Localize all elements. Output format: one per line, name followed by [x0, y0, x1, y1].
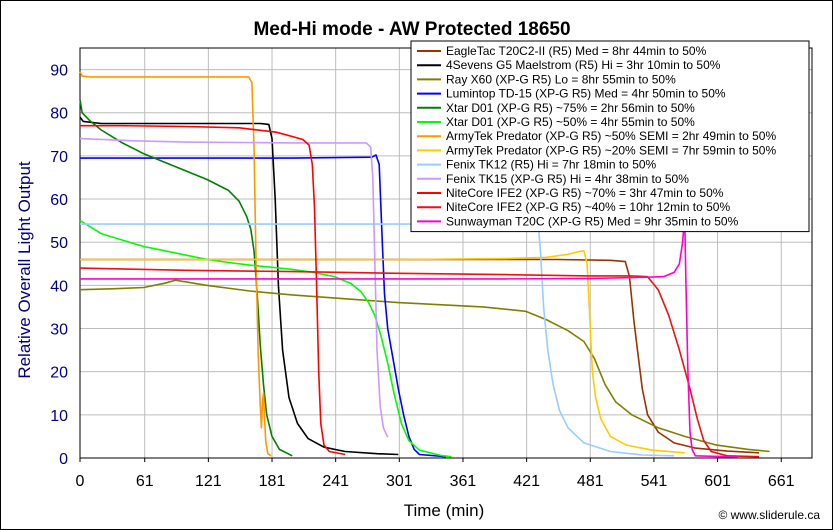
legend-entry: EagleTac T20C2-II (R5) Med = 8hr 44min t… [446, 44, 707, 58]
series-line-4 [80, 154, 447, 458]
y-tick-label: 20 [50, 365, 68, 382]
y-tick-label: 10 [50, 408, 68, 425]
y-tick-label: 50 [50, 235, 68, 252]
series-line-6 [79, 219, 452, 458]
chart-title: Med-Hi mode - AW Protected 18650 [253, 19, 570, 40]
legend-entry: Xtar D01 (XP-G R5) ~75% = 2hr 56min to 5… [446, 101, 695, 115]
legend-box [410, 40, 810, 233]
x-axis-label: Time (min) [404, 501, 485, 520]
series-lines [79, 71, 770, 458]
legend-entry: ArmyTek Predator (XP-G R5) ~20% SEMI = 7… [446, 143, 776, 157]
legend-entry: Xtar D01 (XP-G R5) ~50% = 4hr 55min to 5… [446, 115, 695, 129]
legend-entry: ArmyTek Predator (XP-G R5) ~50% SEMI = 2… [446, 129, 776, 143]
series-line-7 [79, 71, 272, 457]
legend-entry: Sunwayman T20C (XP-G R5) Med = 9hr 35min… [446, 214, 739, 228]
legend-entry: Ray X60 (XP-G R5) Lo = 8hr 55min to 50% [446, 72, 676, 86]
y-axis-label: Relative Overall Light Output [15, 161, 34, 379]
series-line-9 [80, 223, 675, 457]
x-tick-label: 601 [704, 473, 731, 490]
x-tick-label: 541 [641, 473, 668, 490]
legend-entry: 4Sevens G5 Maelstrom (R5) Hi = 3hr 10min… [446, 58, 721, 72]
series-line-11 [80, 124, 346, 456]
x-tick-label: 61 [136, 473, 154, 490]
series-line-3 [79, 279, 770, 453]
y-tick-label: 30 [50, 322, 68, 339]
y-tick-label: 70 [50, 149, 68, 166]
axis-ticks: 0 10 20 30 40 50 60 70 80 90 0 61 121 181 241 301 361 421… [50, 63, 794, 490]
x-tick-label: 421 [513, 473, 540, 490]
legend-entry: Fenix TK15 (XP-G R5) Hi = 4hr 38min to 5… [446, 172, 689, 186]
series-line-13 [80, 215, 738, 458]
series-line-12 [79, 267, 760, 458]
y-tick-label: 90 [50, 63, 68, 80]
legend-entry: NiteCore IFE2 (XP-G R5) ~40% = 10hr 12mi… [446, 200, 730, 214]
legend-entry: Fenix TK12 (R5) Hi = 7hr 18min to 50% [446, 158, 657, 172]
series-line-2 [79, 116, 399, 456]
y-tick-label: 0 [59, 451, 68, 468]
x-tick-label: 361 [450, 473, 477, 490]
x-tick-label: 181 [259, 473, 286, 490]
series-line-5 [79, 99, 293, 457]
legend-entry: NiteCore IFE2 (XP-G R5) ~70% = 3hr 47min… [446, 186, 724, 200]
x-tick-label: 301 [386, 473, 413, 490]
x-tick-label: 0 [76, 473, 85, 490]
y-tick-label: 60 [50, 192, 68, 209]
x-tick-label: 121 [195, 473, 222, 490]
series-line-8 [80, 250, 685, 454]
y-tick-label: 40 [50, 278, 68, 295]
credit-text: © www.sliderule.ca [718, 508, 820, 522]
x-tick-label: 661 [768, 473, 795, 490]
legend-entry: Lumintop TD-15 (XP-G R5) Med = 4hr 50min… [446, 87, 726, 101]
x-tick-label: 481 [577, 473, 604, 490]
x-tick-label: 241 [322, 473, 349, 490]
y-tick-label: 80 [50, 106, 68, 123]
series-line-10 [79, 137, 389, 438]
legend: EagleTac T20C2-II (R5) Med = 8hr 44min t… [410, 40, 810, 233]
